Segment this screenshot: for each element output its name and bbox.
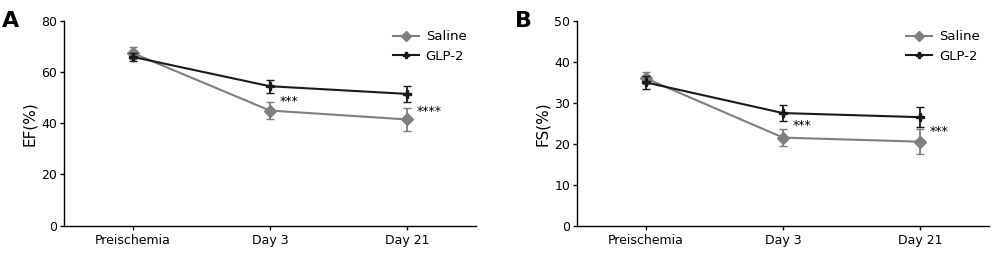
- Legend: Saline, GLP-2: Saline, GLP-2: [390, 28, 469, 66]
- Y-axis label: EF(%): EF(%): [22, 101, 37, 146]
- Text: ****: ****: [417, 105, 442, 118]
- Legend: Saline, GLP-2: Saline, GLP-2: [903, 28, 982, 66]
- Text: A: A: [2, 11, 19, 31]
- Text: ***: ***: [930, 125, 949, 138]
- Text: B: B: [515, 11, 532, 31]
- Text: ***: ***: [279, 95, 298, 108]
- Y-axis label: FS(%): FS(%): [535, 101, 550, 146]
- Text: ***: ***: [793, 119, 811, 132]
